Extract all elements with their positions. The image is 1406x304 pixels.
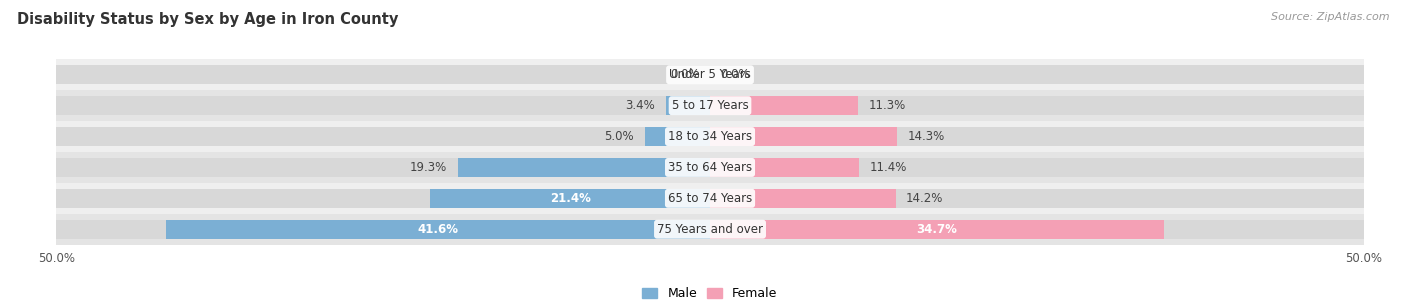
Bar [56,65,710,85]
Bar [430,189,710,208]
Text: Source: ZipAtlas.com: Source: ZipAtlas.com [1271,12,1389,22]
Bar [56,59,1364,90]
Bar [710,189,1364,208]
Bar [710,127,1364,146]
Bar [56,152,1364,183]
Bar [665,96,710,115]
Bar [710,219,1364,239]
Text: Disability Status by Sex by Age in Iron County: Disability Status by Sex by Age in Iron … [17,12,398,27]
Text: 5 to 17 Years: 5 to 17 Years [672,99,748,112]
Bar [56,127,710,146]
Bar [56,158,710,177]
Text: 11.3%: 11.3% [869,99,905,112]
Text: 14.3%: 14.3% [907,130,945,143]
Bar [710,65,1364,85]
Text: 0.0%: 0.0% [669,68,700,81]
Bar [166,219,710,239]
Text: Under 5 Years: Under 5 Years [669,68,751,81]
Bar [710,96,858,115]
Text: 35 to 64 Years: 35 to 64 Years [668,161,752,174]
Text: 41.6%: 41.6% [418,223,458,236]
Text: 0.0%: 0.0% [720,68,751,81]
Bar [56,121,1364,152]
Bar [710,158,859,177]
Text: 34.7%: 34.7% [917,223,957,236]
Bar [56,183,1364,214]
Text: 18 to 34 Years: 18 to 34 Years [668,130,752,143]
Text: 14.2%: 14.2% [905,192,943,205]
Text: 11.4%: 11.4% [869,161,907,174]
Bar [644,127,710,146]
Bar [710,127,897,146]
Bar [56,90,1364,121]
Bar [710,189,896,208]
Bar [56,219,710,239]
Text: 65 to 74 Years: 65 to 74 Years [668,192,752,205]
Bar [56,96,710,115]
Text: 21.4%: 21.4% [550,192,591,205]
Text: 3.4%: 3.4% [626,99,655,112]
Bar [56,214,1364,245]
Bar [710,219,1164,239]
Bar [56,189,710,208]
Legend: Male, Female: Male, Female [637,282,783,304]
Bar [710,96,1364,115]
Text: 19.3%: 19.3% [411,161,447,174]
Bar [710,158,1364,177]
Text: 75 Years and over: 75 Years and over [657,223,763,236]
Bar [458,158,710,177]
Text: 5.0%: 5.0% [605,130,634,143]
